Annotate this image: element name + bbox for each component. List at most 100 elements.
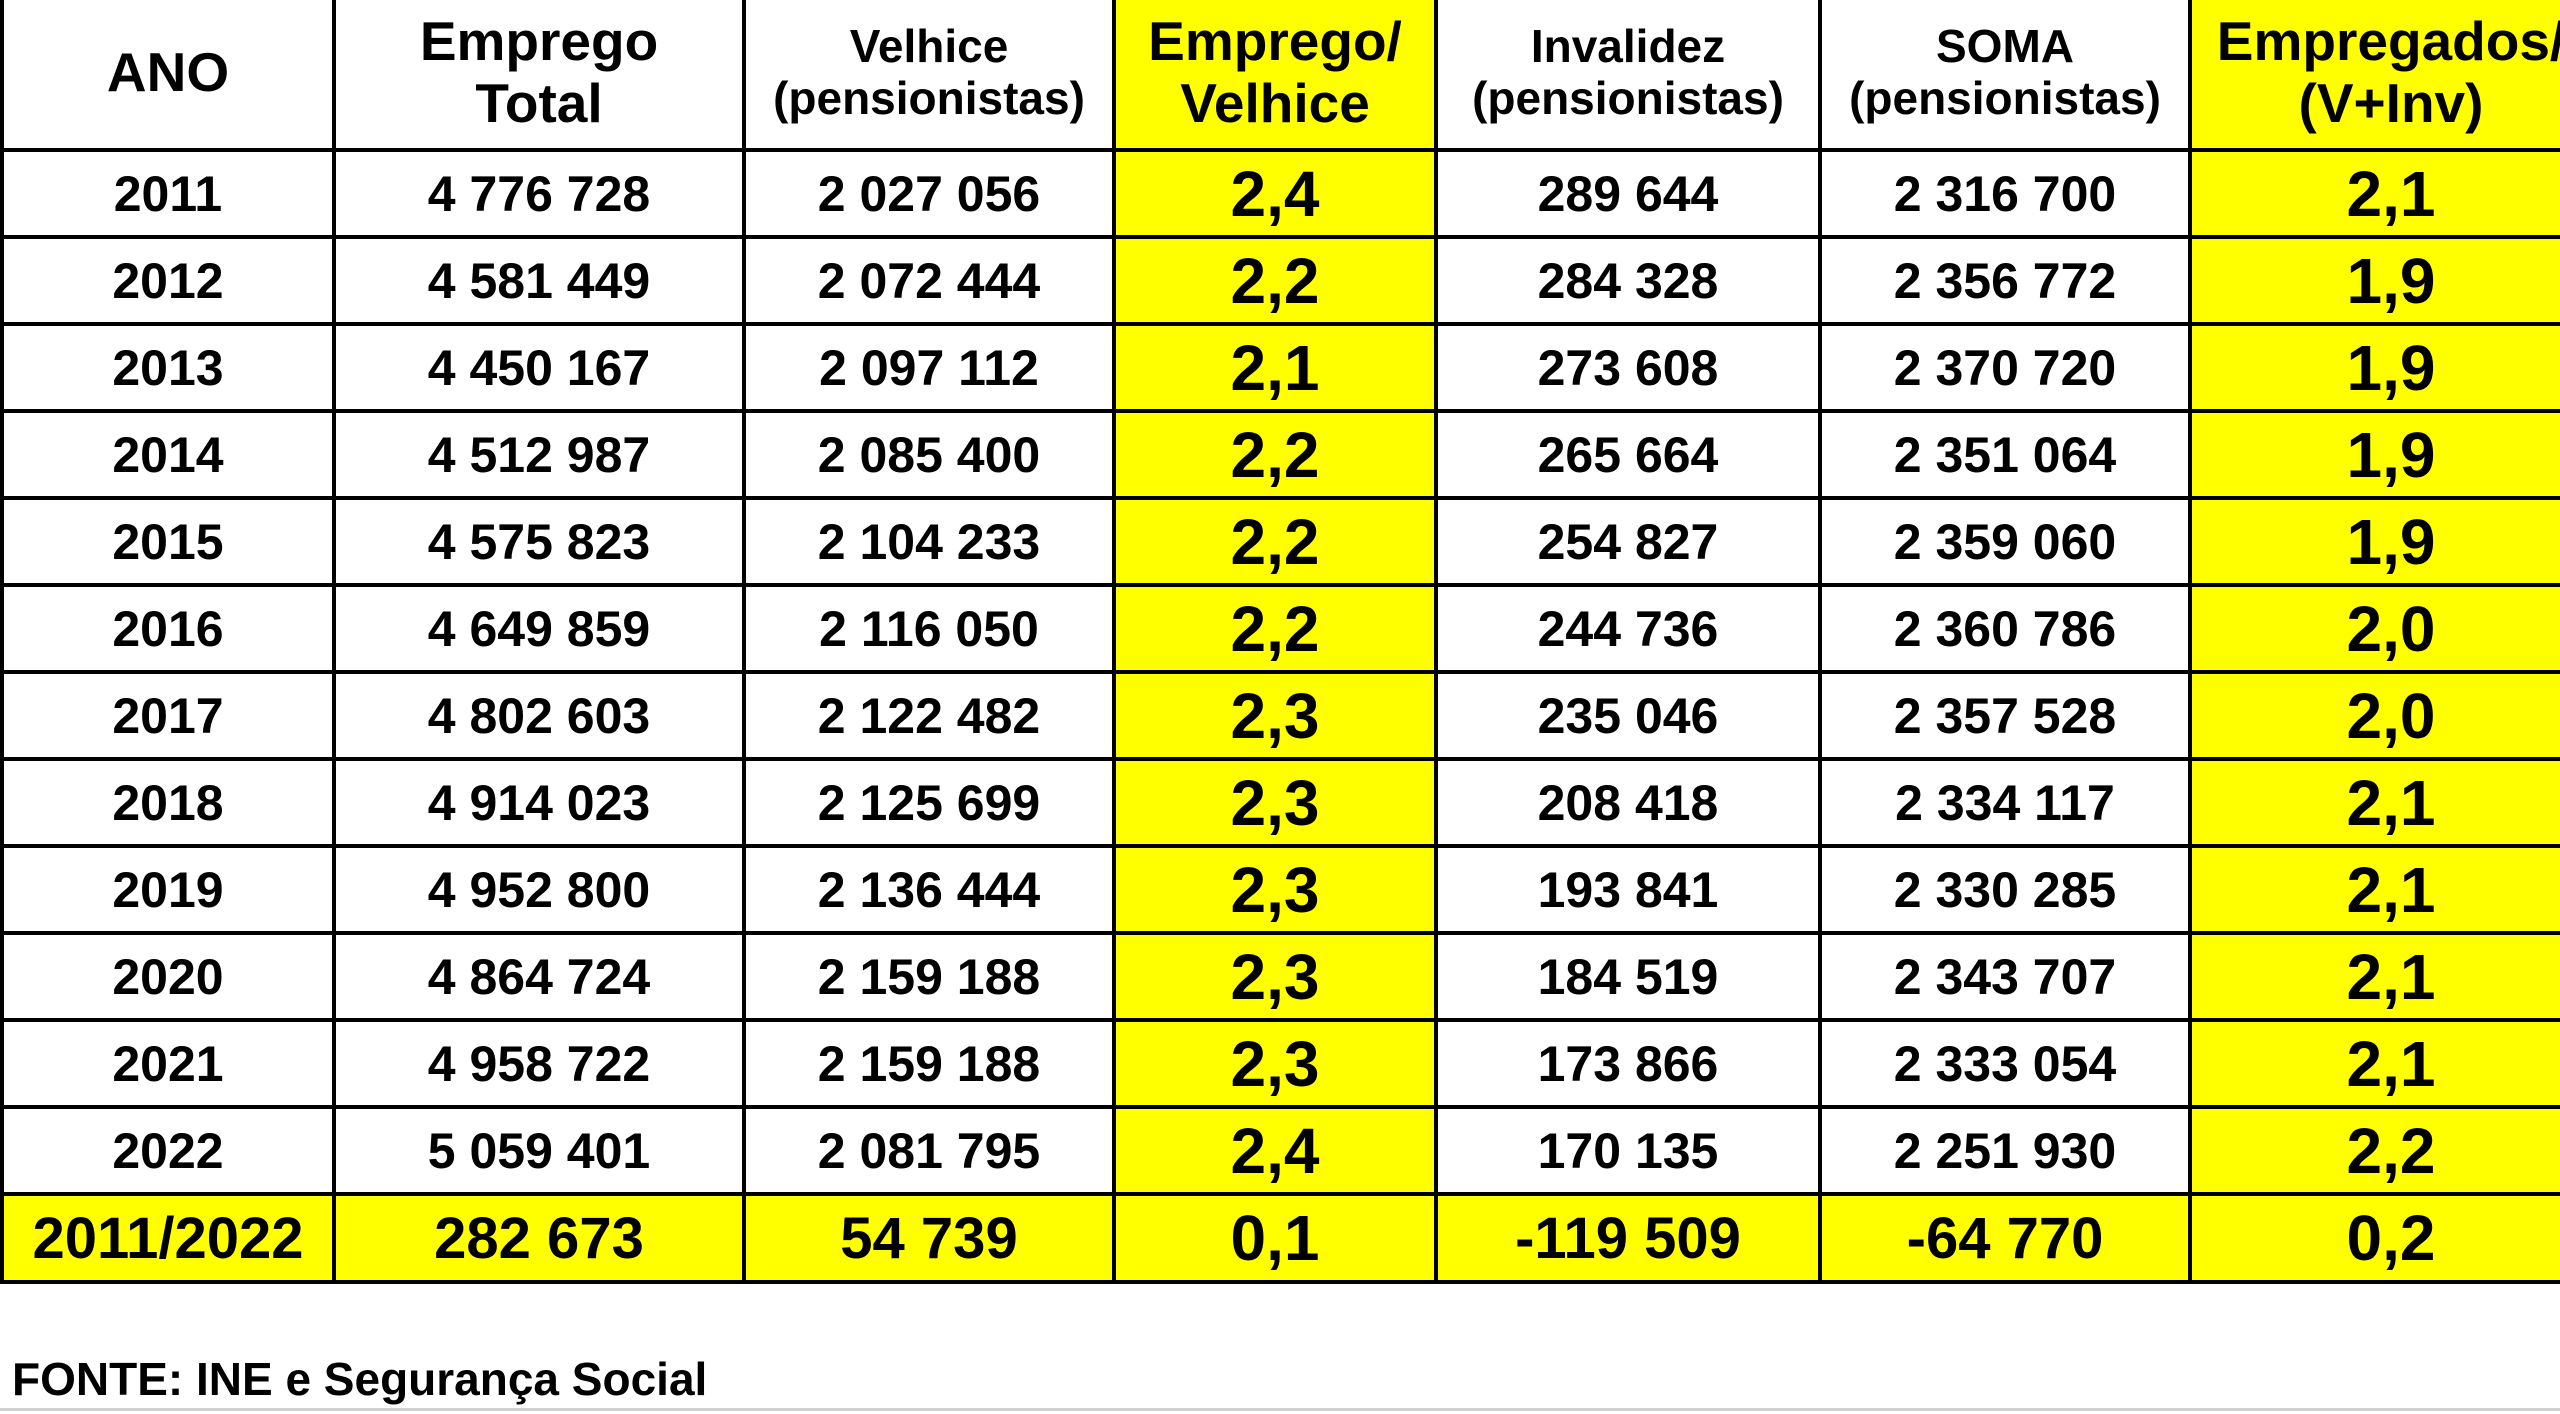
cell-velhice: 2 097 112 xyxy=(742,322,1116,413)
cell-invalidez: 173 866 xyxy=(1434,1018,1822,1109)
cell-empregados-vinv: 1,9 xyxy=(2188,322,2560,413)
divider xyxy=(0,1408,2560,1411)
source-note: FONTE: INE e Segurança Social xyxy=(12,1353,708,1405)
employment-pension-table: ANO Emprego Total Velhice (pensionistas)… xyxy=(0,0,2560,1284)
table-row: 2012 4 581 449 2 072 444 2,2 284 328 2 3… xyxy=(0,235,2560,326)
cell-ano: 2021 xyxy=(0,1018,336,1109)
cell-velhice: 2 072 444 xyxy=(742,235,1116,326)
cell-invalidez: 254 827 xyxy=(1434,496,1822,587)
cell-velhice: 2 104 233 xyxy=(742,496,1116,587)
cell-velhice: 2 081 795 xyxy=(742,1105,1116,1196)
cell-empregados-vinv: 2,1 xyxy=(2188,148,2560,239)
cell-soma: 2 357 528 xyxy=(1818,670,2192,761)
cell-emprego-total: 4 512 987 xyxy=(332,409,746,500)
cell-empregados-vinv: 2,0 xyxy=(2188,670,2560,761)
cell-emprego-total: 4 958 722 xyxy=(332,1018,746,1109)
table-row: 2019 4 952 800 2 136 444 2,3 193 841 2 3… xyxy=(0,844,2560,935)
cell-soma: 2 356 772 xyxy=(1818,235,2192,326)
cell-emprego-velhice: 2,2 xyxy=(1112,235,1438,326)
cell-emprego-velhice: 2,2 xyxy=(1112,496,1438,587)
cell-velhice: 2 159 188 xyxy=(742,931,1116,1022)
cell-velhice: 2 122 482 xyxy=(742,670,1116,761)
cell-emprego-total: 4 864 724 xyxy=(332,931,746,1022)
header-emprego-velhice-line-1: Emprego/ xyxy=(1148,10,1402,73)
header-empregados-vinv-line-2: (V+Inv) xyxy=(2298,72,2484,134)
table-row: 2020 4 864 724 2 159 188 2,3 184 519 2 3… xyxy=(0,931,2560,1022)
cell-velhice: 2 116 050 xyxy=(742,583,1116,674)
cell-soma: 2 316 700 xyxy=(1818,148,2192,239)
cell-emprego-velhice: 2,3 xyxy=(1112,931,1438,1022)
header-soma-line-1: SOMA xyxy=(1936,20,2074,73)
cell-emprego-total: 4 649 859 xyxy=(332,583,746,674)
header-emprego-total: Emprego Total xyxy=(332,0,746,152)
data-table-container: ANO Emprego Total Velhice (pensionistas)… xyxy=(0,0,2560,1284)
cell-soma: 2 330 285 xyxy=(1818,844,2192,935)
header-soma-line-2: (pensionistas) xyxy=(1849,72,2161,124)
cell-soma: 2 360 786 xyxy=(1818,583,2192,674)
cell-soma: 2 351 064 xyxy=(1818,409,2192,500)
total-row: 2011/2022 282 673 54 739 0,1 -119 509 -6… xyxy=(0,1192,2560,1284)
cell-emprego-velhice: 2,1 xyxy=(1112,322,1438,413)
cell-emprego-velhice: 2,2 xyxy=(1112,409,1438,500)
cell-soma: 2 343 707 xyxy=(1818,931,2192,1022)
cell-emprego-total: 4 952 800 xyxy=(332,844,746,935)
cell-emprego-total: 4 575 823 xyxy=(332,496,746,587)
header-velhice-line-1: Velhice xyxy=(849,20,1009,73)
cell-invalidez: 184 519 xyxy=(1434,931,1822,1022)
cell-velhice: 2 136 444 xyxy=(742,844,1116,935)
total-soma: -64 770 xyxy=(1818,1192,2192,1284)
cell-ano: 2018 xyxy=(0,757,336,848)
table-row: 2016 4 649 859 2 116 050 2,2 244 736 2 3… xyxy=(0,583,2560,674)
cell-ano: 2019 xyxy=(0,844,336,935)
cell-empregados-vinv: 2,1 xyxy=(2188,1018,2560,1109)
cell-soma: 2 334 117 xyxy=(1818,757,2192,848)
header-emprego-velhice: Emprego/ Velhice xyxy=(1112,0,1438,152)
table-row: 2018 4 914 023 2 125 699 2,3 208 418 2 3… xyxy=(0,757,2560,848)
cell-emprego-total: 4 450 167 xyxy=(332,322,746,413)
table-body: 2011 4 776 728 2 027 056 2,4 289 644 2 3… xyxy=(0,148,2560,1284)
header-velhice: Velhice (pensionistas) xyxy=(742,0,1116,152)
cell-velhice: 2 085 400 xyxy=(742,409,1116,500)
total-empregados-vinv: 0,2 xyxy=(2188,1192,2560,1284)
header-emprego-velhice-line-2: Velhice xyxy=(1180,72,1370,134)
cell-invalidez: 244 736 xyxy=(1434,583,1822,674)
total-ano: 2011/2022 xyxy=(0,1192,336,1284)
cell-emprego-velhice: 2,2 xyxy=(1112,583,1438,674)
header-ano-line-1: ANO xyxy=(106,41,230,104)
cell-ano: 2011 xyxy=(0,148,336,239)
cell-emprego-total: 5 059 401 xyxy=(332,1105,746,1196)
cell-soma: 2 359 060 xyxy=(1818,496,2192,587)
header-ano: ANO xyxy=(0,0,336,152)
header-invalidez-line-1: Invalidez xyxy=(1530,20,1726,73)
cell-soma: 2 370 720 xyxy=(1818,322,2192,413)
cell-empregados-vinv: 2,0 xyxy=(2188,583,2560,674)
cell-ano: 2014 xyxy=(0,409,336,500)
cell-ano: 2017 xyxy=(0,670,336,761)
total-velhice: 54 739 xyxy=(742,1192,1116,1284)
cell-velhice: 2 027 056 xyxy=(742,148,1116,239)
header-velhice-line-2: (pensionistas) xyxy=(773,72,1085,124)
table-row: 2014 4 512 987 2 085 400 2,2 265 664 2 3… xyxy=(0,409,2560,500)
cell-invalidez: 193 841 xyxy=(1434,844,1822,935)
header-empregados-vinv-line-1: Empregados/ xyxy=(2216,10,2560,73)
cell-emprego-total: 4 802 603 xyxy=(332,670,746,761)
table-row: 2017 4 802 603 2 122 482 2,3 235 046 2 3… xyxy=(0,670,2560,761)
cell-emprego-velhice: 2,4 xyxy=(1112,1105,1438,1196)
cell-empregados-vinv: 2,1 xyxy=(2188,844,2560,935)
total-emprego-velhice: 0,1 xyxy=(1112,1192,1438,1284)
cell-emprego-velhice: 2,3 xyxy=(1112,844,1438,935)
cell-ano: 2022 xyxy=(0,1105,336,1196)
table-row: 2021 4 958 722 2 159 188 2,3 173 866 2 3… xyxy=(0,1018,2560,1109)
cell-emprego-velhice: 2,3 xyxy=(1112,757,1438,848)
cell-empregados-vinv: 1,9 xyxy=(2188,235,2560,326)
cell-soma: 2 251 930 xyxy=(1818,1105,2192,1196)
header-emprego-total-line-1: Emprego xyxy=(419,10,659,73)
cell-empregados-vinv: 2,2 xyxy=(2188,1105,2560,1196)
header-soma: SOMA (pensionistas) xyxy=(1818,0,2192,152)
cell-velhice: 2 125 699 xyxy=(742,757,1116,848)
header-emprego-total-line-2: Total xyxy=(475,72,603,134)
cell-invalidez: 208 418 xyxy=(1434,757,1822,848)
cell-ano: 2020 xyxy=(0,931,336,1022)
table-row: 2022 5 059 401 2 081 795 2,4 170 135 2 2… xyxy=(0,1105,2560,1196)
cell-invalidez: 265 664 xyxy=(1434,409,1822,500)
